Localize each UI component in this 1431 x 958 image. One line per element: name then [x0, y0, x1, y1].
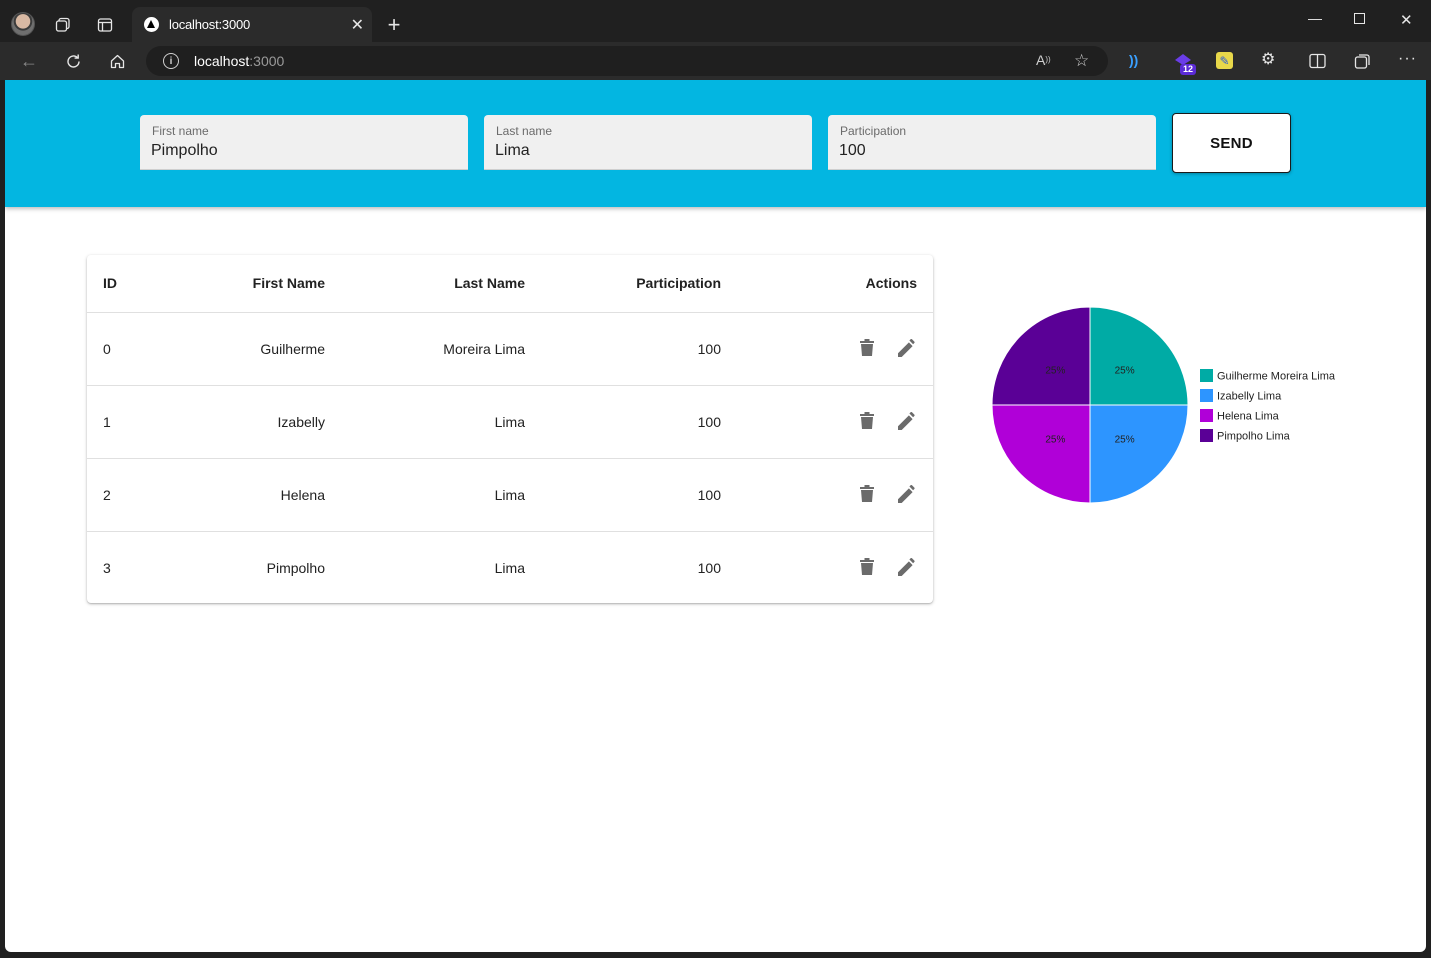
address-bar[interactable]: i localhost:3000 A)) ☆	[146, 46, 1108, 76]
extension-hat-icon[interactable]: 12	[1174, 51, 1196, 75]
table-row: 3 Pimpolho Lima 100	[87, 531, 933, 604]
minimize-icon[interactable]: —	[1308, 10, 1322, 26]
cell-actions	[721, 385, 933, 459]
header-actions: Actions	[721, 255, 933, 313]
close-window-icon[interactable]: ✕	[1400, 12, 1413, 29]
browser-tab-bar: localhost:3000 ✕ + — ✕	[0, 0, 1431, 42]
header-last-name: Last Name	[325, 255, 525, 313]
close-icon[interactable]: ✕	[350, 17, 364, 34]
cell-first-name: Helena	[207, 458, 325, 532]
pie-slice-label: 25%	[1115, 365, 1135, 376]
back-icon[interactable]: ←	[20, 51, 38, 71]
tab-localhost[interactable]: localhost:3000 ✕	[132, 7, 372, 42]
cell-actions	[721, 458, 933, 532]
header-participation: Participation	[525, 255, 721, 313]
pie-slice-label: 25%	[1045, 365, 1065, 376]
legend-swatch	[1200, 389, 1213, 402]
header-id: ID	[87, 255, 207, 313]
extension-badge: 12	[1179, 64, 1196, 75]
pie-slice	[991, 404, 1091, 504]
legend-swatch	[1200, 409, 1213, 422]
cell-last-name: Lima	[494, 559, 525, 576]
browser-toolbar: ← i localhost:3000 A)) ☆ )) 12 ✎ ⚙ ···	[0, 42, 1431, 80]
pen-extension-icon[interactable]: ✎	[1216, 52, 1233, 69]
cell-first-name: Guilherme	[207, 312, 325, 386]
legend-label: Guilherme Moreira Lima	[1217, 371, 1336, 383]
legend-label: Pimpolho Lima	[1217, 431, 1291, 443]
last-name-input[interactable]	[495, 142, 795, 160]
edit-icon[interactable]	[897, 484, 917, 504]
cell-last-name: Moreira Lima	[325, 312, 525, 386]
edit-icon[interactable]	[897, 411, 917, 431]
nextjs-logo-icon	[144, 17, 159, 32]
participation-field[interactable]: Participation	[828, 115, 1156, 170]
extensions-icon[interactable]: ⚙	[1261, 51, 1276, 68]
table-row: 2 Helena Lima 100	[87, 458, 933, 532]
page-viewport: First name Last name Participation SEND …	[5, 80, 1426, 952]
delete-icon[interactable]	[857, 411, 877, 431]
url-text[interactable]: localhost:3000	[194, 53, 285, 69]
cell-id: 0	[87, 312, 207, 386]
collections-icon[interactable]	[1353, 52, 1371, 70]
first-name-input[interactable]	[151, 142, 451, 160]
more-menu-icon[interactable]: ···	[1398, 50, 1417, 67]
cell-first-name: Izabelly	[207, 385, 325, 459]
participation-input[interactable]	[839, 142, 1139, 160]
favorite-star-icon[interactable]: ☆	[1074, 51, 1090, 70]
cell-participation: 100	[697, 559, 721, 576]
workspaces-icon[interactable]	[54, 16, 72, 34]
new-tab-icon[interactable]: +	[387, 12, 401, 37]
cell-actions	[721, 531, 933, 604]
cell-participation: 100	[525, 312, 721, 386]
cell-id: 3	[103, 559, 111, 576]
participation-label: Participation	[840, 124, 907, 138]
pie-slice-label: 25%	[1115, 435, 1135, 446]
cell-participation: 100	[525, 385, 721, 459]
edit-icon[interactable]	[897, 557, 917, 577]
header-first-name: First Name	[207, 255, 325, 313]
info-icon[interactable]: i	[163, 53, 179, 69]
read-aloud-icon[interactable]: A))	[1036, 52, 1051, 68]
tab-title: localhost:3000	[169, 17, 251, 32]
maximize-icon[interactable]	[1354, 13, 1365, 24]
table-row: 0 Guilherme Moreira Lima 100	[87, 312, 933, 386]
cell-id: 2	[87, 458, 207, 532]
wifi-extension-icon[interactable]: ))	[1129, 52, 1139, 68]
data-table: ID First Name Last Name Participation Ac…	[87, 255, 933, 604]
delete-icon[interactable]	[857, 557, 877, 577]
form-header: First name Last name Participation SEND	[5, 80, 1426, 207]
split-screen-icon[interactable]	[1308, 52, 1326, 70]
legend-label: Helena Lima	[1217, 411, 1280, 423]
delete-icon[interactable]	[857, 484, 877, 504]
table-row: 1 Izabelly Lima 100	[87, 385, 933, 459]
first-name-field[interactable]: First name	[140, 115, 468, 170]
last-name-label: Last name	[496, 124, 553, 138]
tab-actions-icon[interactable]	[96, 16, 114, 34]
participation-pie-chart: 25% 25% 25% 25% Guilherme Moreira Lima Izabel…	[991, 306, 1336, 504]
legend-swatch	[1200, 429, 1213, 442]
pie-slice	[1089, 404, 1189, 504]
pie-slice-label: 25%	[1045, 435, 1065, 446]
refresh-icon[interactable]	[64, 52, 82, 70]
cell-first-name: Pimpolho	[266, 559, 325, 576]
table-header-row: ID First Name Last Name Participation Ac…	[87, 255, 933, 313]
edit-icon[interactable]	[897, 338, 917, 358]
participants-table: ID First Name Last Name Participation Ac…	[87, 255, 933, 603]
cell-last-name: Lima	[325, 385, 525, 459]
pie-slice	[1089, 306, 1189, 406]
legend-label: Izabelly Lima	[1217, 391, 1282, 403]
cell-id: 1	[87, 385, 207, 459]
send-button[interactable]: SEND	[1172, 113, 1291, 173]
delete-icon[interactable]	[857, 338, 877, 358]
last-name-field[interactable]: Last name	[484, 115, 812, 170]
first-name-label: First name	[152, 124, 209, 138]
cell-participation: 100	[525, 458, 721, 532]
home-icon[interactable]	[108, 52, 126, 70]
pie-slice	[991, 306, 1091, 406]
legend-swatch	[1200, 369, 1213, 382]
cell-last-name: Lima	[325, 458, 525, 532]
profile-avatar[interactable]	[11, 12, 35, 36]
cell-actions	[721, 312, 933, 386]
